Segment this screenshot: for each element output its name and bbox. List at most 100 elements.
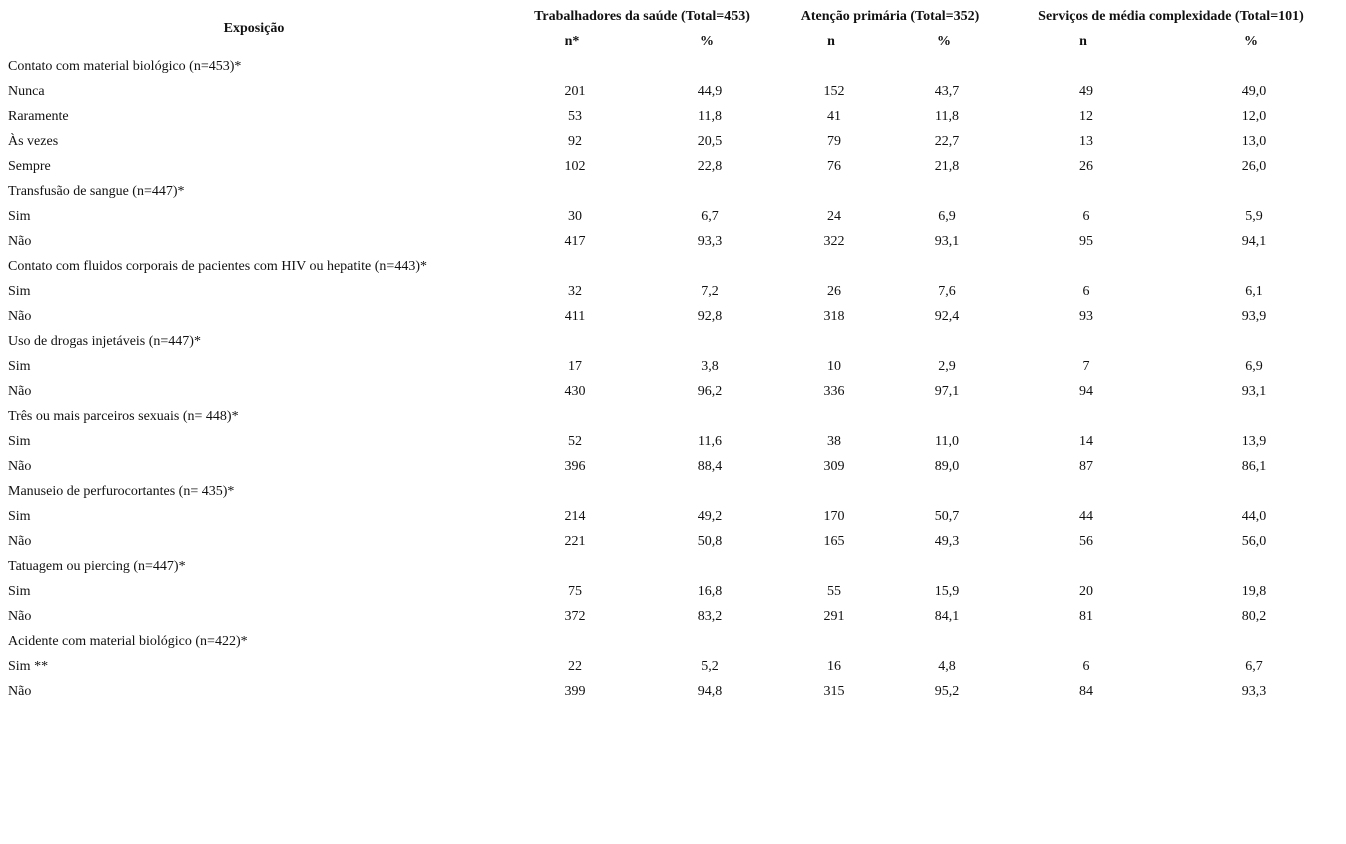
sub-header: n* — [564, 34, 580, 49]
cell-value: 6,9 — [938, 209, 956, 224]
cell-value: 94 — [1079, 384, 1093, 399]
cell-value: 94,8 — [697, 684, 723, 699]
sub-header: % — [937, 34, 951, 49]
cell-value: 6,9 — [1245, 359, 1263, 374]
cell-value: 26 — [827, 284, 841, 299]
cell-value: 322 — [823, 234, 845, 249]
section-label: Manuseio de perfurocortantes (n= 435)* — [8, 484, 235, 499]
sub-header: % — [700, 34, 714, 49]
cell-value: 5,9 — [1245, 209, 1263, 224]
section-label: Contato com material biológico (n=453)* — [8, 59, 242, 74]
row-label: Não — [8, 384, 32, 399]
section-label: Tatuagem ou piercing (n=447)* — [8, 559, 186, 574]
cell-value: 49,3 — [934, 534, 960, 549]
group-header: Atenção primária (Total=352) — [800, 9, 980, 24]
row-label: Sim — [8, 434, 31, 449]
cell-value: 26 — [1079, 159, 1093, 174]
cell-value: 56,0 — [1241, 534, 1267, 549]
cell-value: 19,8 — [1241, 584, 1267, 599]
row-label: Sim — [8, 359, 31, 374]
cell-value: 32 — [568, 284, 582, 299]
row-label: Não — [8, 234, 32, 249]
cell-value: 13,0 — [1241, 134, 1267, 149]
cell-value: 93,3 — [1241, 684, 1267, 699]
cell-value: 417 — [564, 234, 586, 249]
cell-value: 50,8 — [697, 534, 723, 549]
cell-value: 6,7 — [1245, 659, 1263, 674]
section-label: Acidente com material biológico (n=422)* — [8, 634, 248, 649]
cell-value: 80,2 — [1241, 609, 1267, 624]
cell-value: 79 — [827, 134, 841, 149]
row-label: Sim ** — [8, 659, 49, 674]
cell-value: 221 — [564, 534, 586, 549]
cell-value: 11,6 — [698, 434, 722, 449]
row-label: Sempre — [8, 159, 51, 174]
cell-value: 97,1 — [934, 384, 960, 399]
cell-value: 22,8 — [697, 159, 723, 174]
cell-value: 7,6 — [938, 284, 956, 299]
cell-value: 43,7 — [934, 84, 960, 99]
row-label: Nunca — [8, 84, 45, 99]
cell-value: 30 — [568, 209, 582, 224]
cell-value: 20 — [1079, 584, 1093, 599]
cell-value: 102 — [564, 159, 586, 174]
cell-value: 53 — [568, 109, 582, 124]
cell-value: 26,0 — [1241, 159, 1267, 174]
cell-value: 14 — [1079, 434, 1093, 449]
cell-value: 41 — [827, 109, 841, 124]
cell-value: 5,2 — [701, 659, 719, 674]
cell-value: 44,0 — [1241, 509, 1267, 524]
cell-value: 214 — [564, 509, 586, 524]
cell-value: 170 — [823, 509, 845, 524]
cell-value: 13,9 — [1241, 434, 1267, 449]
row-label: Não — [8, 459, 32, 474]
cell-value: 16,8 — [697, 584, 723, 599]
row-label: Sim — [8, 209, 31, 224]
cell-value: 22,7 — [934, 134, 960, 149]
cell-value: 44 — [1079, 509, 1093, 524]
cell-value: 49,0 — [1241, 84, 1267, 99]
cell-value: 2,9 — [938, 359, 956, 374]
cell-value: 6 — [1082, 659, 1090, 674]
cell-value: 291 — [823, 609, 845, 624]
row-label: Sim — [8, 584, 31, 599]
cell-value: 76 — [827, 159, 841, 174]
row-label: Não — [8, 684, 32, 699]
cell-value: 3,8 — [701, 359, 719, 374]
cell-value: 84 — [1079, 684, 1093, 699]
cell-value: 95,2 — [934, 684, 960, 699]
cell-value: 15,9 — [934, 584, 960, 599]
cell-value: 87 — [1079, 459, 1093, 474]
cell-value: 16 — [827, 659, 841, 674]
cell-value: 336 — [823, 384, 845, 399]
section-label: Três ou mais parceiros sexuais (n= 448)* — [8, 409, 239, 424]
cell-value: 93,1 — [934, 234, 960, 249]
cell-value: 318 — [823, 309, 845, 324]
row-label: Raramente — [8, 109, 69, 124]
cell-value: 6,1 — [1245, 284, 1263, 299]
cell-value: 6 — [1082, 209, 1090, 224]
section-label: Transfusão de sangue (n=447)* — [8, 184, 185, 199]
cell-value: 21,8 — [934, 159, 960, 174]
cell-value: 10 — [827, 359, 841, 374]
cell-value: 88,4 — [697, 459, 723, 474]
header-label: Exposição — [223, 21, 285, 36]
cell-value: 17 — [568, 359, 582, 374]
cell-value: 44,9 — [697, 84, 723, 99]
cell-value: 95 — [1079, 234, 1093, 249]
cell-value: 83,2 — [697, 609, 723, 624]
sub-header: % — [1244, 34, 1258, 49]
cell-value: 165 — [823, 534, 845, 549]
cell-value: 52 — [568, 434, 582, 449]
cell-value: 315 — [823, 684, 845, 699]
cell-value: 93 — [1079, 309, 1093, 324]
cell-value: 4,8 — [938, 659, 956, 674]
cell-value: 309 — [823, 459, 845, 474]
cell-value: 93,1 — [1241, 384, 1267, 399]
group-header: Serviços de média complexidade (Total=10… — [1038, 9, 1304, 24]
cell-value: 6,7 — [701, 209, 719, 224]
cell-value: 399 — [564, 684, 586, 699]
cell-value: 372 — [564, 609, 586, 624]
cell-value: 12,0 — [1241, 109, 1267, 124]
